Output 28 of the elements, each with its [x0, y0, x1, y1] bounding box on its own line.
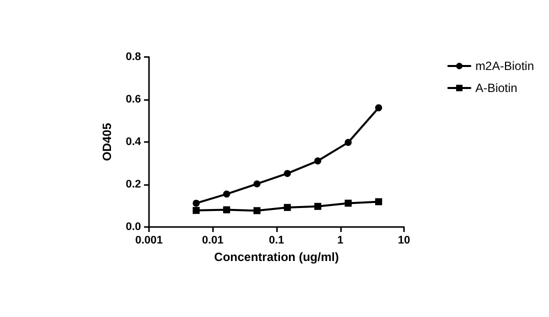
- point: [253, 180, 260, 188]
- point: [223, 206, 230, 214]
- point: [314, 157, 322, 164]
- point: [223, 190, 230, 198]
- point: [344, 138, 352, 146]
- x-axis-title: Concentration (ug/ml): [214, 250, 339, 264]
- point: [192, 206, 200, 214]
- x-tick-label: 0.1: [268, 234, 284, 246]
- point: [284, 204, 291, 211]
- point: [344, 200, 352, 207]
- point: [375, 104, 382, 112]
- y-tick-label: 0.0: [126, 221, 141, 233]
- point: [375, 198, 382, 206]
- x-tick-label: 0.01: [202, 234, 224, 246]
- legend-label: A-Biotin: [475, 81, 518, 95]
- y-tick-label: 0.8: [126, 51, 141, 63]
- y-tick-label: 0.4: [126, 136, 142, 148]
- point: [192, 200, 200, 207]
- point: [253, 207, 260, 214]
- point: [314, 202, 322, 210]
- x-tick-label: 1: [337, 234, 344, 246]
- y-axis-title: OD405: [100, 122, 114, 162]
- point: [284, 170, 291, 177]
- x-tick-label: 0.001: [135, 234, 163, 246]
- y-tick-label: 0.2: [126, 178, 141, 190]
- x-tick-label: 10: [398, 234, 410, 246]
- y-tick-label: 0.6: [126, 94, 141, 106]
- legend-label: m2A-Biotin: [475, 59, 534, 73]
